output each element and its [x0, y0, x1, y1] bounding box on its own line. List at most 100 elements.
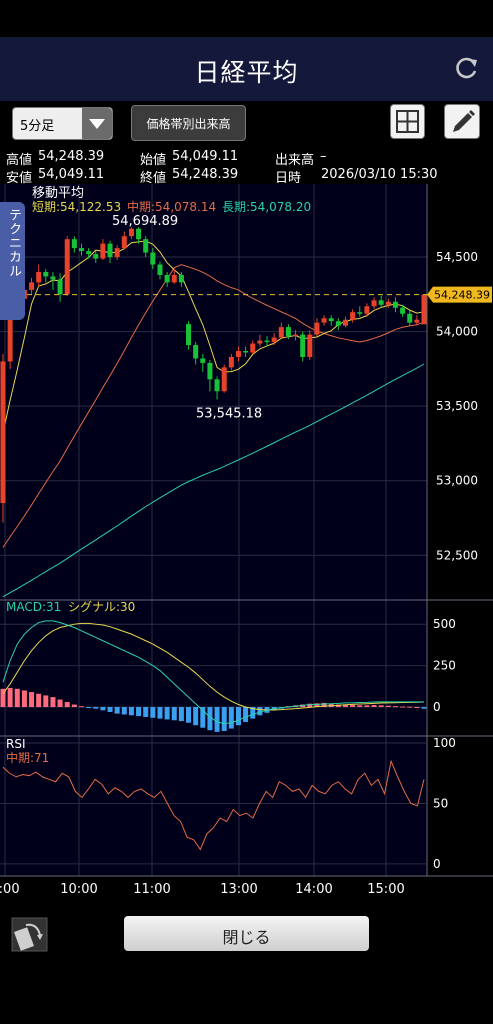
candle-up	[36, 271, 42, 283]
macd-histogram-bar	[321, 702, 327, 708]
rotate-icon	[11, 917, 48, 952]
candle-up	[100, 243, 106, 259]
macd-histogram-bar	[385, 705, 391, 708]
candle-up	[421, 294, 427, 325]
candle-up	[64, 239, 70, 295]
macd-histogram-bar	[7, 687, 13, 708]
macd-tick-label: 250	[433, 659, 456, 673]
macd-histogram-bar	[150, 707, 156, 718]
macd-histogram-bar	[243, 707, 249, 722]
ma-mid-legend: 中期:54,078.14	[127, 199, 216, 214]
price-tick-label: 53,000	[436, 474, 478, 488]
candle-down	[335, 321, 341, 326]
low-annotation: 53,545.18	[196, 406, 262, 421]
candle-down	[50, 276, 56, 280]
candle-down	[178, 274, 184, 283]
candle-down	[136, 228, 142, 240]
macd-histogram-bar	[64, 702, 70, 708]
macd-histogram-bar	[171, 707, 177, 721]
candle-up	[278, 327, 284, 338]
macd-histogram-bar	[400, 706, 406, 708]
macd-histogram-bar	[235, 707, 241, 726]
candle-up	[128, 228, 134, 237]
macd-label: MACD:31	[6, 600, 61, 614]
candle-down	[193, 345, 199, 359]
candle-down	[264, 340, 270, 343]
candle-up	[7, 286, 13, 362]
macd-histogram-bar	[214, 707, 220, 732]
low-label: 安値	[6, 171, 33, 186]
low-value: 54,049.11	[38, 167, 105, 182]
price-volume-button[interactable]: 価格帯別出来高	[131, 105, 246, 141]
candle-up	[371, 300, 377, 307]
candle-down	[300, 334, 306, 357]
macd-histogram-bar	[200, 707, 206, 728]
candle-up	[385, 301, 391, 305]
candle-down	[86, 251, 92, 255]
high-annotation: 54,694.89	[112, 214, 178, 229]
macd-signal-line	[2, 622, 425, 711]
macd-histogram-bar	[50, 697, 56, 708]
macd-histogram-bar	[157, 707, 163, 719]
ma-short-legend: 短期:54,122.53	[32, 200, 121, 214]
macd-histogram-bar	[0, 688, 6, 708]
price-tick-label: 54,000	[436, 325, 478, 339]
macd-signal-label: シグナル:30	[68, 600, 135, 614]
macd-histogram-bar	[221, 707, 227, 732]
macd-histogram-bar	[78, 706, 84, 708]
macd-histogram-bar	[186, 707, 192, 723]
macd-histogram-bar	[121, 707, 127, 715]
time-tick-label: 15:00	[367, 882, 404, 897]
candle-down	[78, 248, 84, 252]
header-bar: 日経平均	[0, 37, 493, 101]
page-title: 日経平均	[194, 58, 299, 87]
rotate-screen-button[interactable]	[11, 917, 48, 952]
macd-histogram-bar	[14, 688, 20, 708]
price-tick-label: 54,500	[436, 250, 478, 264]
technical-tab-label: テクニカル	[6, 208, 21, 278]
macd-histogram-bar	[371, 705, 377, 708]
period-select[interactable]: 5分足	[12, 107, 113, 140]
macd-histogram-bar	[335, 704, 341, 708]
layout-grid-button[interactable]	[390, 104, 425, 139]
candle-down	[400, 307, 406, 314]
macd-histogram-bar	[29, 692, 35, 708]
candle-up	[221, 367, 227, 392]
candle-down	[143, 239, 149, 253]
close-button[interactable]: 閉じる	[124, 916, 369, 951]
ma-long-line	[2, 363, 425, 598]
footer-bar: 閉じる	[0, 900, 493, 1024]
price-chart[interactable]: 9:00 10:00 11:00 13:00 14:00 15:00 54,500 54,00…	[0, 184, 493, 900]
candle-down	[93, 254, 99, 259]
candle-up	[29, 282, 35, 290]
rsi-mid-label: 中期:71	[6, 750, 49, 765]
price-volume-label: 価格帯別出来高	[146, 117, 231, 131]
close-button-label: 閉じる	[222, 928, 271, 947]
candle-up	[314, 322, 320, 335]
candle-down	[378, 300, 384, 305]
candle-down	[164, 274, 170, 283]
macd-tick-label: 0	[433, 700, 441, 714]
candle-down	[357, 312, 363, 314]
macd-line	[2, 620, 424, 725]
macd-histogram-bar	[100, 707, 106, 711]
draw-tool-button[interactable]	[444, 104, 480, 139]
candle-down	[157, 264, 163, 275]
refresh-icon[interactable]	[453, 55, 479, 81]
quote-panel: 高値 54,248.39 始値 54,049.11 出来高 – 安値 54,04…	[0, 146, 493, 186]
candle-down	[328, 318, 334, 322]
candle-down	[150, 252, 156, 265]
candle-up	[0, 361, 6, 504]
rsi-line	[2, 759, 425, 851]
macd-histogram-bar	[107, 707, 113, 712]
candle-up	[343, 319, 349, 326]
rsi-title: RSI	[6, 737, 26, 751]
price-tick-label: 52,500	[436, 548, 478, 562]
candle-up	[228, 356, 234, 368]
volume-value: –	[320, 149, 327, 164]
candle-down	[407, 313, 413, 323]
macd-histogram-bar	[228, 707, 234, 729]
technical-tab[interactable]: テクニカル	[0, 202, 25, 320]
rsi-tick-label: 50	[433, 796, 448, 810]
macd-histogram-bar	[193, 707, 199, 726]
